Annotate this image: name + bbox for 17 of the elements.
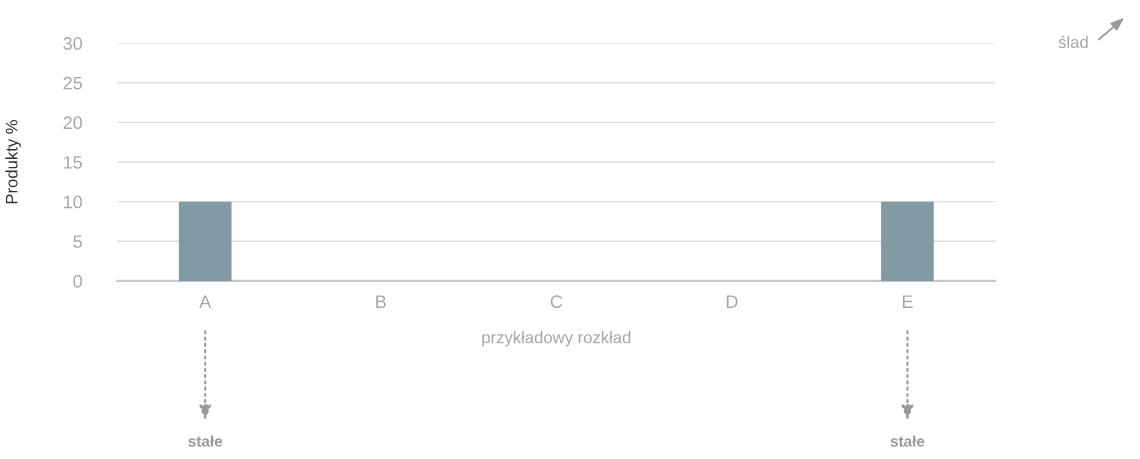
text: ślad <box>1058 35 1088 49</box>
y-tick-label: 15 <box>63 156 82 169</box>
x-axis-title: przykładowy rozkład <box>482 331 631 347</box>
x-tick-label: D <box>726 295 738 308</box>
x-tick-label: A <box>199 295 212 308</box>
y-axis-title: Produkty % <box>5 120 21 204</box>
x-tick-label: E <box>902 295 913 308</box>
y-tick-label: 30 <box>63 37 82 50</box>
x-tick-label: C <box>550 295 563 309</box>
y-tick-label: 20 <box>63 116 82 130</box>
x-tick-label: B <box>376 295 386 308</box>
y-tick-label: 10 <box>63 195 82 209</box>
y-tick-label: 25 <box>63 76 82 90</box>
y-tick-label: 0 <box>73 274 82 288</box>
text: stałe <box>890 435 925 447</box>
text: stałe <box>188 435 223 447</box>
y-tick-label: 5 <box>73 235 82 248</box>
